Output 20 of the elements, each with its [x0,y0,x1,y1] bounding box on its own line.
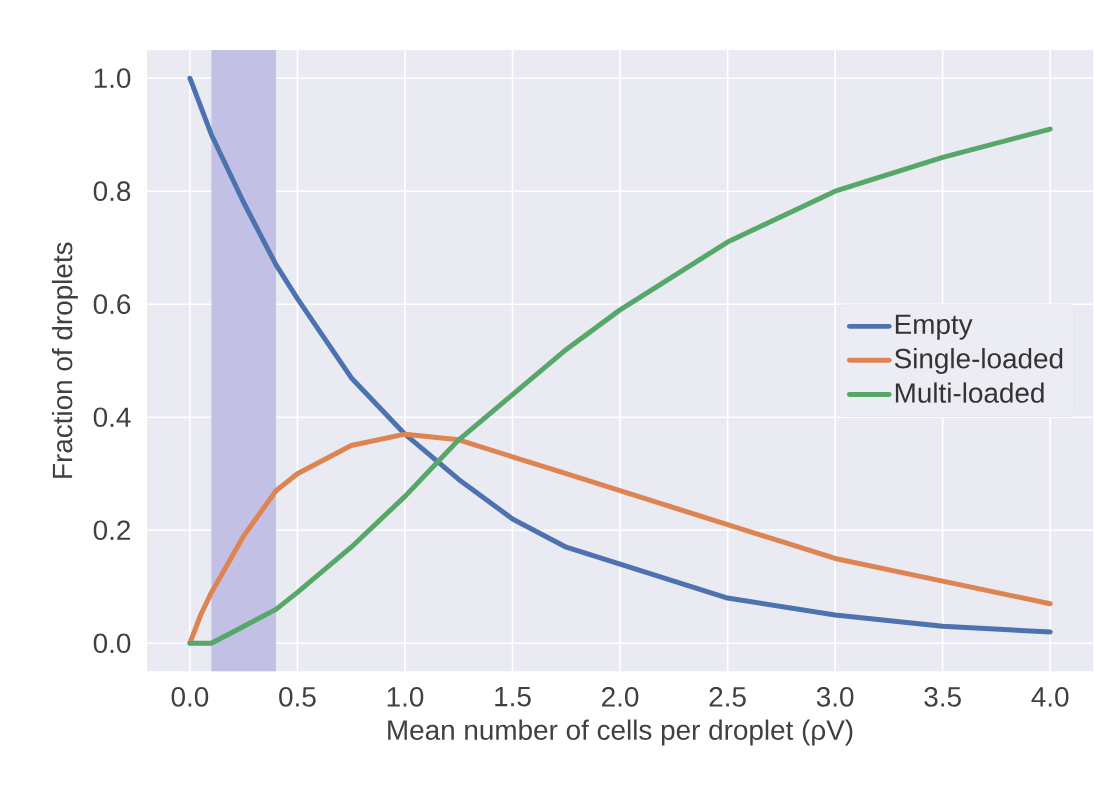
x-tick-label: 2.0 [602,686,639,707]
y-tick-label: 1.0 [94,68,131,88]
x-tick-label: 1.0 [387,686,424,707]
x-tick-label: 3.0 [816,686,854,707]
y-axis-title: Fraction of droplets [51,242,78,478]
x-tick-label: 2.5 [709,686,746,707]
x-tick-label: 0.5 [279,686,316,707]
y-tick-label: 0.4 [93,407,131,427]
x-tick-label: 4.0 [1031,686,1069,707]
y-tick-label: 0.6 [93,294,131,314]
x-tick-label: 3.5 [924,686,961,707]
legend-label: Multi-loaded [895,382,1044,403]
legend-label: Empty [895,314,973,340]
y-tick-label: 0.2 [93,520,131,540]
y-tick-label: 0.8 [93,181,131,201]
x-tick-label: 0.0 [171,686,209,707]
x-tick-label: 1.5 [495,686,531,707]
legend-label: Single-loaded [894,347,1063,374]
y-tick-label: 0.0 [93,633,131,653]
x-axis-title: Mean number of cells per droplet (ρV) [388,719,853,746]
